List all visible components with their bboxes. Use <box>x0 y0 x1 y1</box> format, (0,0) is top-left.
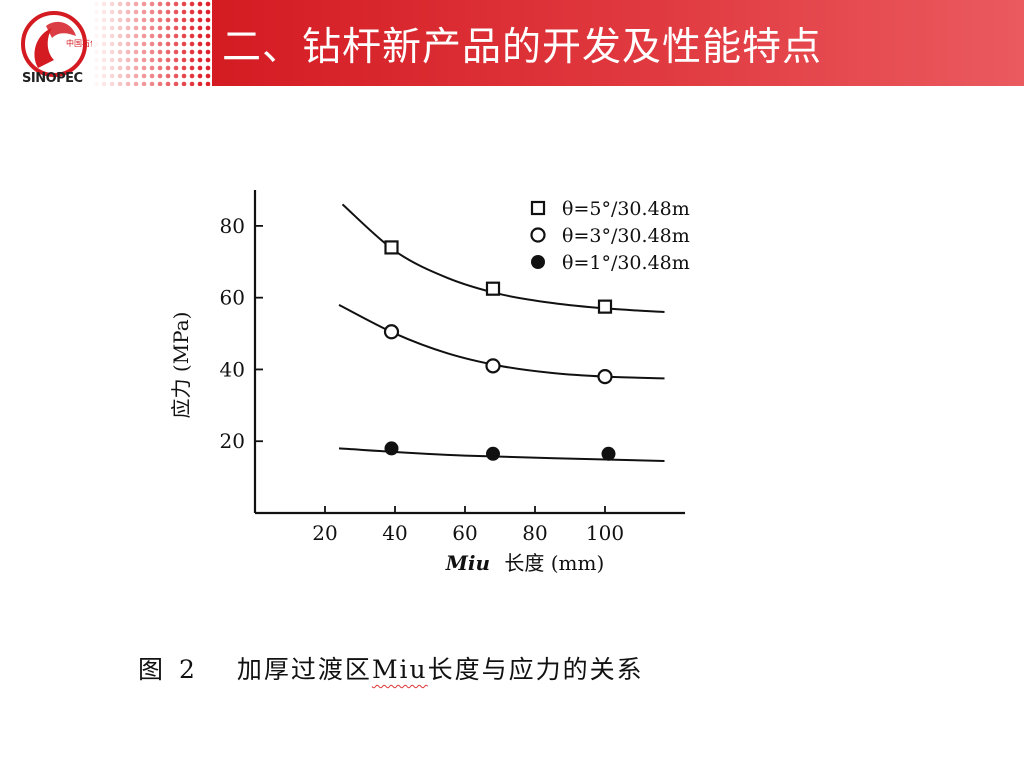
sinopec-logo-icon: 中国石化 SINOPEC <box>21 11 92 84</box>
y-tick-label: 80 <box>220 214 245 238</box>
open-circle-marker <box>530 227 546 243</box>
x-axis-label-italic: Miu <box>445 551 490 575</box>
filled-circle-marker <box>601 446 616 461</box>
x-axis-label: Miu 长度 (mm) <box>445 551 605 575</box>
legend-label: θ=3°/30.48m <box>562 225 690 247</box>
caption-figure-label: 图 <box>138 655 166 684</box>
y-tick-label: 20 <box>220 429 245 453</box>
filled-circle-marker <box>486 446 500 461</box>
legend-label: θ=5°/30.48m <box>562 198 690 220</box>
square-marker <box>384 240 399 255</box>
x-axis-label-text: 长度 (mm) <box>504 551 604 575</box>
x-tick-label: 20 <box>312 521 337 545</box>
square-marker <box>485 281 501 296</box>
svg-text:中国石化: 中国石化 <box>66 38 92 48</box>
square-marker <box>530 200 546 216</box>
open-circle-marker <box>383 324 400 340</box>
caption-figure-number: 2 <box>179 655 197 684</box>
x-tick-label: 60 <box>452 521 477 545</box>
svg-text:SINOPEC: SINOPEC <box>22 71 83 84</box>
square-marker <box>597 299 613 314</box>
filled-circle-marker <box>531 255 545 269</box>
slide-header: 中国石化 SINOPEC 二、钻杆新产品的开发及性能特点 <box>0 0 1024 86</box>
header-dot-pattern <box>92 0 222 86</box>
caption-text-after: 长度与应力的关系 <box>427 655 644 684</box>
figure-caption: 图 2 加厚过渡区Miu长度与应力的关系 <box>138 650 644 686</box>
y-tick-label: 40 <box>220 357 245 381</box>
open-circle-marker <box>597 369 613 385</box>
caption-text-miu: Miu <box>371 655 428 684</box>
fit-curve-series-2 <box>338 303 665 380</box>
chart-legend: θ=5°/30.48m θ=3°/30.48m θ=1°/30.48m <box>530 198 690 274</box>
data-points <box>383 240 616 461</box>
chart-axes: 20 40 60 80 100 20 40 60 80 <box>220 190 685 545</box>
x-tick-label: 80 <box>522 521 547 545</box>
open-circle-marker <box>485 358 501 374</box>
slide-title: 二、钻杆新产品的开发及性能特点 <box>222 25 823 70</box>
fit-curve-series-3 <box>338 447 665 462</box>
caption-text-before: 加厚过渡区 <box>236 655 372 684</box>
stress-vs-miu-length-chart: 20 40 60 80 100 20 40 60 80 θ=5°/30.48m θ=3°/30.4… <box>169 190 690 575</box>
x-tick-label: 40 <box>382 521 407 545</box>
x-tick-label: 100 <box>586 521 624 545</box>
y-axis-label: 应力 (MPa) <box>169 312 193 419</box>
header-title-bar <box>212 0 1024 86</box>
y-tick-label: 60 <box>220 286 245 310</box>
legend-label: θ=1°/30.48m <box>562 252 690 274</box>
filled-circle-marker <box>384 441 399 456</box>
